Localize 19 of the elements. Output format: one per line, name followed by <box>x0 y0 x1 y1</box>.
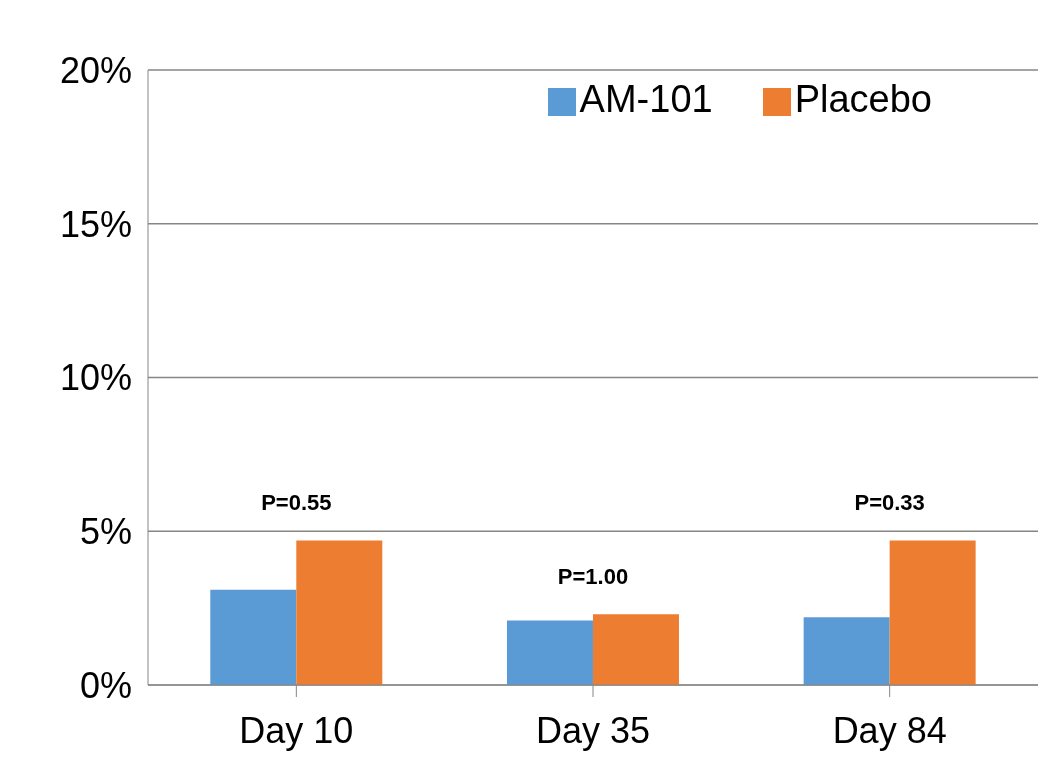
bar <box>889 540 976 685</box>
y-tick-label: 5% <box>79 511 132 553</box>
bar <box>506 620 593 685</box>
legend-label: Placebo <box>794 78 932 120</box>
bar <box>592 614 679 685</box>
y-tick-label: 20% <box>59 49 132 91</box>
x-tick-label: Day 84 <box>832 709 947 751</box>
y-tick-label: 10% <box>59 357 132 399</box>
bar <box>803 617 890 685</box>
bar <box>210 589 297 685</box>
y-tick-label: 15% <box>59 203 132 245</box>
annotation: P=0.55 <box>261 490 332 516</box>
x-tick-label: Day 35 <box>535 709 651 751</box>
annotation: P=1.00 <box>557 564 629 590</box>
legend-label: AM-101 <box>579 78 713 120</box>
y-tick-label: 0% <box>79 664 132 706</box>
bar <box>296 540 383 685</box>
x-tick-label: Day 10 <box>239 709 354 751</box>
annotation: P=0.33 <box>854 490 925 516</box>
